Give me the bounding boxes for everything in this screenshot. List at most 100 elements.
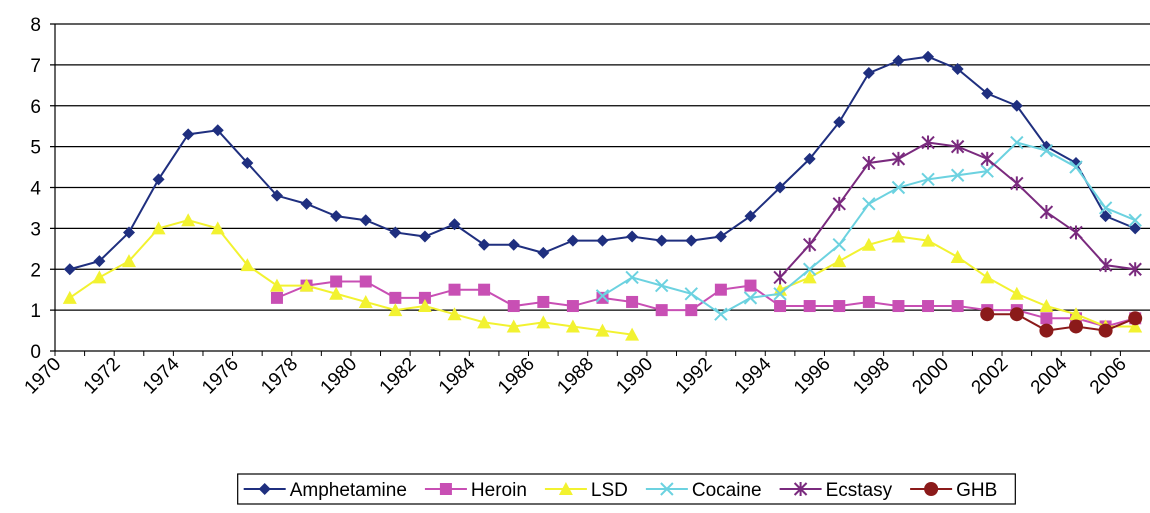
marker	[714, 230, 727, 243]
marker	[921, 135, 935, 150]
marker	[744, 210, 757, 223]
x-tick-label: 1970	[21, 354, 66, 399]
series-line	[987, 313, 1136, 332]
marker	[862, 67, 875, 80]
marker	[507, 238, 520, 251]
legend-item: LSD	[544, 480, 628, 501]
x-tick-label: 1986	[494, 354, 539, 399]
y-tick-label: 2	[30, 260, 41, 281]
marker	[1010, 176, 1024, 191]
marker	[861, 237, 876, 251]
marker	[626, 230, 639, 243]
marker	[922, 300, 935, 313]
marker	[537, 295, 550, 308]
marker	[448, 218, 461, 231]
marker	[862, 197, 876, 211]
marker	[924, 482, 939, 496]
marker	[241, 156, 254, 169]
marker	[210, 221, 225, 235]
marker	[1040, 312, 1053, 325]
marker	[448, 283, 461, 296]
marker	[1098, 323, 1113, 338]
marker	[950, 139, 965, 154]
marker	[891, 229, 906, 243]
legend-label: Heroin	[471, 480, 527, 501]
x-tick-label: 1982	[376, 354, 421, 399]
marker	[744, 279, 757, 292]
marker	[802, 270, 817, 284]
x-tick-label: 1974	[139, 353, 184, 398]
marker	[685, 234, 698, 247]
marker	[62, 290, 77, 304]
marker	[1010, 135, 1024, 150]
marker	[773, 287, 787, 301]
marker	[418, 230, 431, 243]
marker	[921, 172, 935, 187]
x-tick-label: 1996	[790, 354, 835, 399]
marker	[211, 124, 224, 137]
marker	[389, 291, 402, 304]
marker	[182, 128, 195, 141]
marker	[951, 300, 964, 313]
marker	[981, 87, 994, 100]
marker	[270, 189, 283, 202]
marker	[1129, 222, 1142, 235]
marker	[1009, 286, 1024, 300]
marker	[63, 263, 76, 276]
marker	[892, 54, 905, 67]
marker	[774, 300, 787, 313]
x-tick-label: 1980	[317, 354, 362, 399]
marker	[359, 214, 372, 227]
marker	[655, 234, 668, 247]
legend-box	[237, 473, 1016, 505]
legend-label: LSD	[591, 480, 628, 501]
marker	[980, 307, 995, 322]
marker	[269, 278, 284, 292]
marker	[181, 213, 196, 227]
marker	[793, 482, 808, 496]
marker	[418, 291, 431, 304]
marker	[152, 173, 165, 186]
marker	[980, 151, 994, 166]
marker	[922, 50, 935, 63]
marker	[537, 246, 550, 259]
marker	[802, 237, 817, 252]
marker	[626, 295, 639, 308]
marker	[891, 151, 906, 166]
marker	[300, 197, 313, 210]
x-tick-label: 2002	[968, 354, 1013, 399]
marker	[833, 300, 846, 313]
marker	[558, 482, 573, 495]
legend-item: Heroin	[424, 480, 527, 501]
marker	[654, 278, 669, 293]
marker	[803, 300, 816, 313]
marker	[714, 307, 728, 321]
marker	[596, 234, 609, 247]
y-tick-label: 0	[30, 342, 41, 363]
x-tick-label: 1990	[612, 354, 657, 399]
marker	[832, 254, 847, 268]
marker	[625, 327, 640, 341]
marker	[833, 116, 846, 129]
marker	[655, 304, 668, 317]
marker	[92, 270, 107, 284]
marker	[1039, 144, 1054, 158]
marker	[359, 275, 372, 288]
marker	[951, 62, 964, 75]
marker	[1069, 319, 1084, 334]
legend-label: Ecstasy	[826, 480, 893, 501]
marker	[1069, 307, 1084, 321]
marker	[1128, 311, 1143, 326]
x-tick-label: 1998	[849, 354, 894, 399]
marker	[1128, 213, 1142, 227]
marker	[773, 270, 787, 285]
marker	[299, 278, 314, 292]
y-tick-label: 1	[30, 301, 41, 322]
x-tick-label: 1984	[435, 353, 480, 398]
marker	[439, 483, 452, 495]
x-tick-label: 1976	[198, 354, 243, 399]
marker	[950, 249, 965, 263]
marker	[1099, 210, 1112, 223]
marker	[921, 233, 936, 247]
marker	[950, 168, 965, 182]
